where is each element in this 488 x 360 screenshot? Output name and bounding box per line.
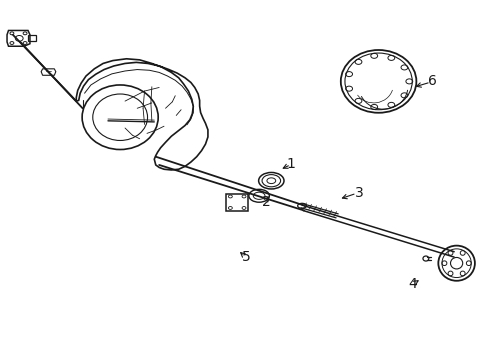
Text: 4: 4 bbox=[407, 277, 416, 291]
Text: 5: 5 bbox=[241, 250, 250, 264]
Text: 3: 3 bbox=[354, 185, 363, 199]
Text: 1: 1 bbox=[286, 157, 295, 171]
Text: 2: 2 bbox=[262, 194, 270, 208]
Text: 6: 6 bbox=[427, 75, 436, 89]
